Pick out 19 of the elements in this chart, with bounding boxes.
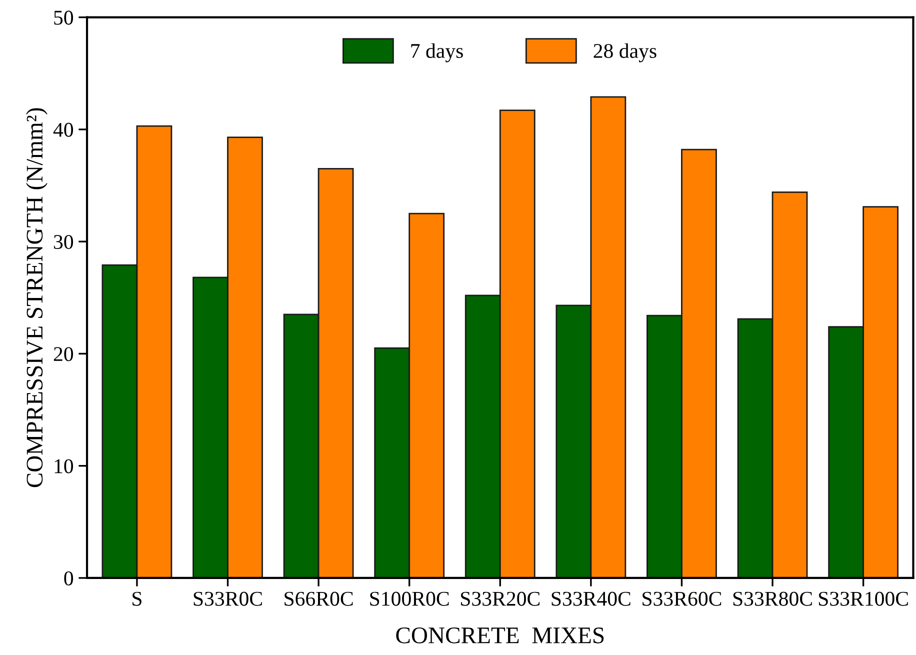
y-tick-label: 0 xyxy=(64,571,74,586)
x-axis-title: CONCRETE MIXES xyxy=(396,627,604,644)
x-tick-label: S xyxy=(132,592,142,606)
legend-label: 28 days xyxy=(594,43,656,62)
x-tick-label: S33R40C xyxy=(552,592,630,606)
y-tick-label: 50 xyxy=(54,10,74,25)
x-tick-label: S33R60C xyxy=(642,592,722,606)
x-tick-label: S33R20C xyxy=(461,592,540,606)
y-tick-label: 40 xyxy=(53,122,74,137)
y-axis-title: COMPRESSIVE STRENGTH (N/mm²) xyxy=(26,108,48,488)
x-tick-label: S66R0C xyxy=(284,592,353,606)
y-tick-label: 10 xyxy=(54,459,74,474)
legend-label: 7 days xyxy=(411,43,463,62)
y-tick-label: 20 xyxy=(54,347,74,362)
x-tick-label: S33R100C xyxy=(818,592,908,606)
x-tick-label: S33R0C xyxy=(194,592,262,606)
x-tick-label: S33R80C xyxy=(733,592,812,606)
x-tick-label: S100R0C xyxy=(370,592,449,606)
y-tick-label: 30 xyxy=(54,234,74,249)
